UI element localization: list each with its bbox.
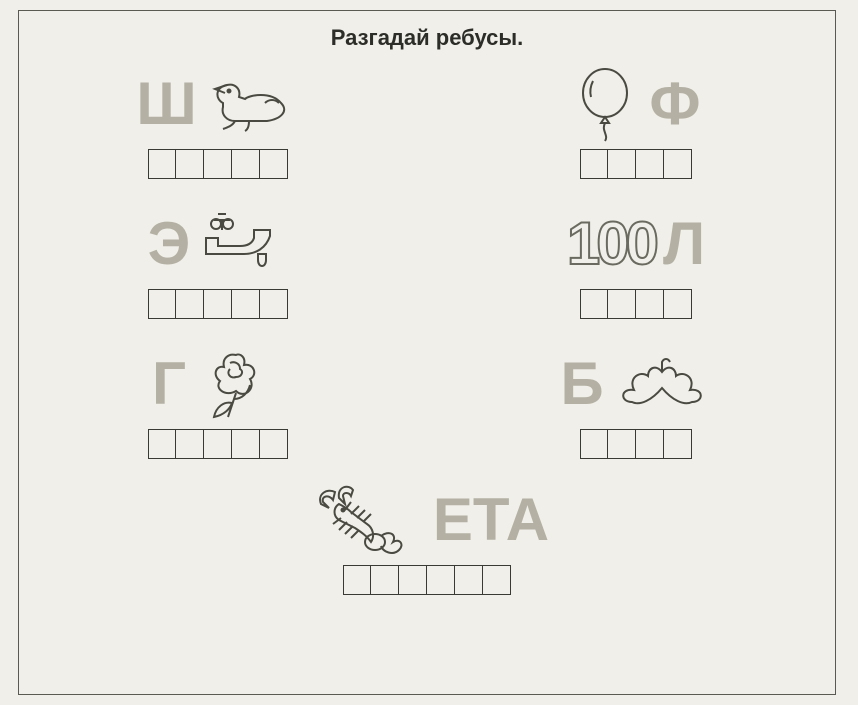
letter-be: Б [560,354,603,414]
letter-ge: Г [152,354,186,414]
letter-e: Э [148,214,191,274]
moustache-icon [612,354,712,414]
clue-row: Б [560,345,711,423]
letter-sha: Ш [136,74,196,134]
clue-row: Э [148,205,289,283]
letters-eta: ЕТА [433,490,549,550]
clue-row: Ф [571,65,700,143]
clue-row: 100 Л [567,205,705,283]
puzzle-balloon: Ф [487,65,785,179]
balloon-icon [571,65,641,143]
puzzle-grid: Ш [39,65,815,459]
answer-boxes[interactable] [580,429,692,459]
answer-boxes[interactable] [148,429,288,459]
clue-row: ЕТА [305,481,549,559]
clue-row: Ш [136,65,299,143]
page-title: Разгадай ребусы. [39,25,815,51]
puzzle-rose: Г [69,345,367,459]
puzzle-tap: Э [69,205,367,319]
rose-icon [194,345,284,423]
letter-ef: Ф [649,74,700,134]
crayfish-icon [305,480,425,560]
answer-boxes[interactable] [580,289,692,319]
duck-icon [205,69,300,139]
puzzle-duck: Ш [69,65,367,179]
letter-el: Л [663,214,705,274]
number-100: 100 [567,214,655,274]
answer-boxes[interactable] [148,289,288,319]
puzzle-crayfish: ЕТА [39,481,815,595]
answer-boxes[interactable] [148,149,288,179]
puzzle-moustache: Б [487,345,785,459]
clue-row: Г [152,345,284,423]
tap-icon [198,208,288,280]
puzzle-hundred: 100 Л [487,205,785,319]
worksheet-page: Разгадай ребусы. Ш [0,0,858,705]
worksheet-frame: Разгадай ребусы. Ш [18,10,836,695]
answer-boxes[interactable] [580,149,692,179]
answer-boxes[interactable] [343,565,511,595]
